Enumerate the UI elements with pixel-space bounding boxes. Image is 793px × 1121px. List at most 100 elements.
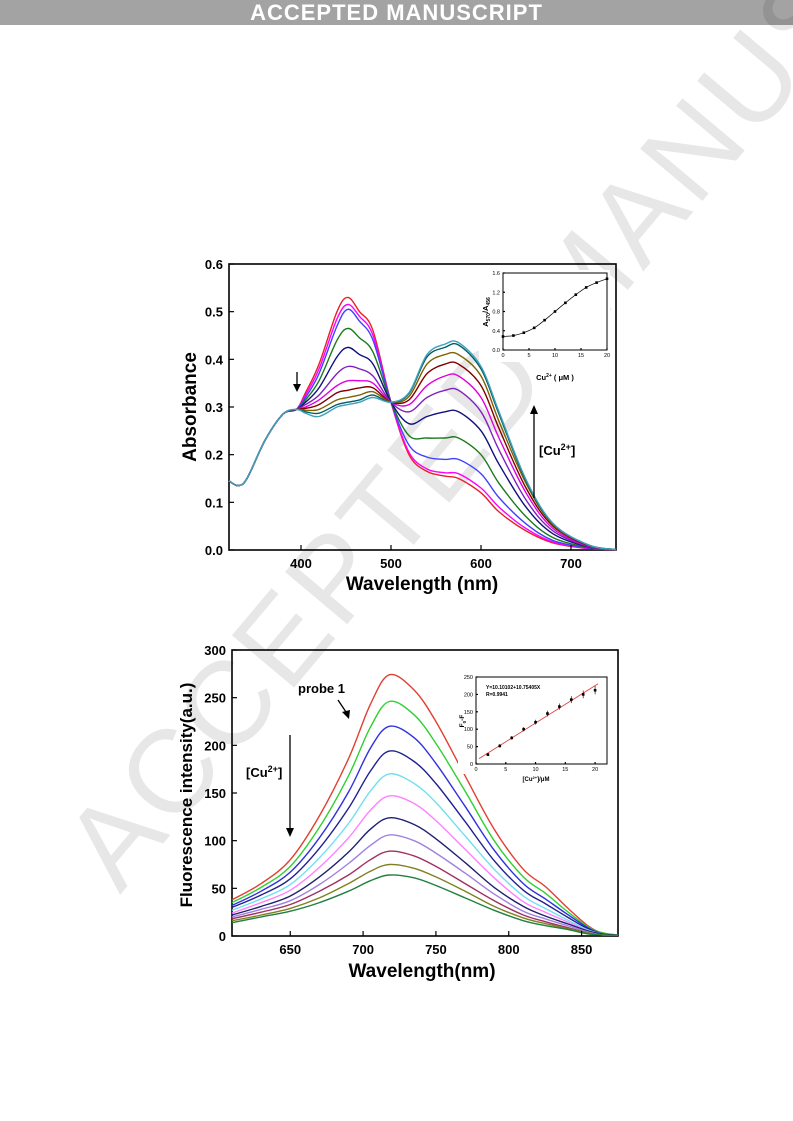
x-tick-label: 750 (425, 942, 447, 957)
probe-1-pointer (337, 699, 350, 719)
y-tick-label: 100 (204, 834, 226, 849)
inset2-data-point (558, 705, 561, 708)
x-tick-label: 650 (279, 942, 301, 957)
x-tick-label: 15 (578, 353, 584, 359)
y-tick-label: 150 (464, 710, 473, 716)
inset2-frame (475, 676, 608, 765)
y-tick-label: 50 (212, 881, 226, 896)
y-tick-label: 0.6 (205, 257, 223, 272)
inset-x-axis-label: Cu2+ ( μM ) (536, 373, 574, 382)
y-tick-label: 200 (204, 738, 226, 753)
y-tick-label: 0.4 (492, 329, 500, 335)
absorbance-curves (228, 296, 617, 551)
fit-equation: Y=10.10102+10.75405X (486, 685, 541, 691)
cu-concentration-label-bottom: [Cu2+] (246, 764, 282, 780)
x-tick-label: 20 (592, 767, 598, 773)
absorbance-chart: 400 500 600 700 0.0 0.1 0.2 0.3 0.4 0.5 0.6 Wavele… (180, 257, 617, 595)
y-tick-label: 0.2 (205, 448, 223, 463)
y-tick-label: 250 (204, 691, 226, 706)
inset-data-point (501, 335, 505, 338)
inset2-x-axis-label: [Cu2+]/μM (523, 775, 550, 783)
inset2-data-point (510, 736, 514, 740)
y-tick-label: 1.6 (492, 271, 500, 277)
fluorescence-curves (231, 673, 619, 936)
fluorescence-x-axis-label: Wavelength(nm) (348, 961, 495, 982)
fluorescence-curve (231, 673, 619, 936)
fluorescence-curve (231, 874, 619, 936)
fit-r-value: R=0.9941 (486, 692, 508, 698)
fluorescence-curve (231, 725, 619, 936)
inset-data-point (522, 331, 526, 334)
inset2-data-point (486, 753, 490, 756)
y-tick-label: 100 (464, 727, 473, 733)
x-tick-label: 0 (501, 353, 504, 359)
x-tick-label: 20 (604, 353, 610, 359)
inset2-data-point (498, 744, 502, 748)
y-tick-label: 150 (204, 786, 226, 801)
inset-data-point (512, 334, 515, 337)
inset2-data-point (581, 693, 585, 696)
x-tick-label: 700 (560, 556, 582, 571)
inset-markers: 0 5 10 15 20 0.0 0.4 0.8 1.2 1.6 (492, 271, 610, 359)
inset-data-point (574, 293, 578, 296)
y-tick-label: 1.2 (492, 290, 500, 296)
inset-data-point (564, 301, 567, 305)
probe-1-label: probe 1 (298, 681, 345, 696)
fluorescence-curve (231, 863, 619, 936)
x-tick-label: 800 (498, 942, 520, 957)
x-tick-label: 10 (552, 353, 558, 359)
increase-arrow (530, 405, 538, 498)
x-tick-label: 5 (504, 767, 507, 773)
inset-y-axis-label: A570/A456 (481, 297, 492, 327)
absorbance-curve (228, 340, 617, 551)
inset-data-point (595, 281, 598, 284)
inset2-data-point (569, 698, 573, 701)
absorbance-y-axis-label: Absorbance (180, 352, 201, 462)
inset2-data-point (546, 712, 549, 715)
inset2-data-point (534, 720, 537, 724)
fluorescence-curve (231, 834, 619, 936)
y-tick-label: 200 (464, 692, 473, 698)
inset-data-point (543, 318, 546, 322)
fluorescence-curve (231, 773, 619, 936)
inset-data-point (553, 310, 557, 313)
fluorescence-curve (231, 850, 619, 936)
y-tick-label: 0.1 (205, 495, 223, 510)
y-tick-label: 0.4 (205, 352, 224, 367)
cu-concentration-label-top: [Cu2+] (539, 442, 575, 458)
inset-data-point (605, 277, 609, 281)
x-tick-label: 850 (571, 942, 593, 957)
y-tick-label: 0.5 (205, 305, 223, 320)
x-tick-label: 600 (470, 556, 492, 571)
fluorescence-curve (231, 817, 619, 936)
fluorescence-curve (231, 750, 619, 936)
inset-data-point (584, 286, 588, 289)
absorbance-ratio-inset: 0 5 10 15 20 0.0 0.4 0.8 1.2 1.6 A570/A456 Cu2+ (… (479, 270, 610, 382)
fluorescence-curve (231, 700, 619, 936)
y-tick-label: 0.8 (492, 310, 500, 316)
fluorescence-curve (231, 795, 619, 936)
fluorescence-y-axis-label: Fluorescence intensity(a.u.) (177, 683, 196, 908)
x-tick-label: 700 (352, 942, 374, 957)
x-tick-label: 400 (290, 556, 312, 571)
y-tick-label: 0 (219, 929, 226, 944)
inset2-y-axis-label: F0-F (459, 715, 467, 728)
decrease-arrow (293, 372, 301, 392)
y-tick-label: 0 (470, 762, 473, 768)
x-tick-label: 10 (532, 767, 538, 773)
absorbance-ticks: 400 500 600 700 0.0 0.1 0.2 0.3 0.4 0.5 0.6 (205, 257, 582, 571)
accepted-manuscript-banner: ACCEPTED MANUSCRIPT (0, 0, 793, 25)
quench-arrow (286, 735, 294, 837)
absorbance-x-axis-label: Wavelength (nm) (346, 574, 498, 595)
y-tick-label: 0.0 (205, 543, 223, 558)
y-tick-label: 0.0 (492, 348, 500, 354)
x-tick-label: 5 (527, 353, 530, 359)
inset-data-point (532, 326, 536, 330)
y-tick-label: 0.3 (205, 400, 223, 415)
y-tick-label: 300 (204, 643, 226, 658)
